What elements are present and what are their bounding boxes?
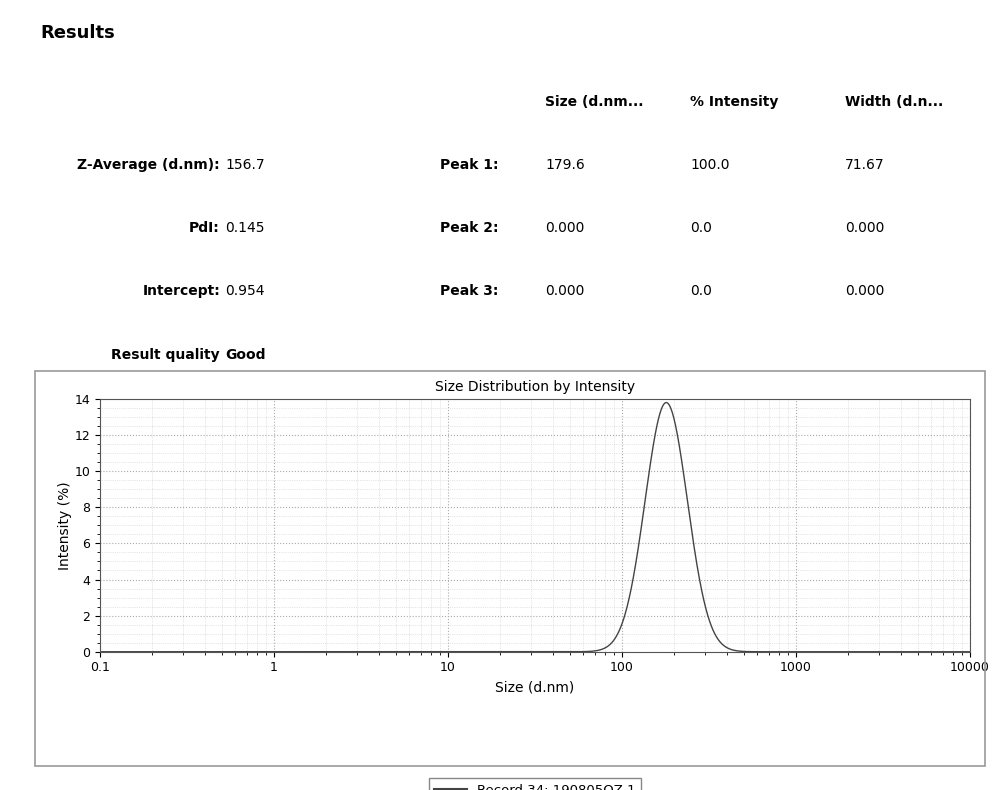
Text: Size (d.nm...: Size (d.nm... (545, 95, 644, 109)
Text: 156.7: 156.7 (225, 158, 265, 172)
Text: 0.000: 0.000 (545, 221, 584, 235)
Text: 0.000: 0.000 (845, 221, 884, 235)
Text: Peak 3:: Peak 3: (440, 284, 498, 299)
Text: 0.0: 0.0 (690, 284, 712, 299)
Text: 0.0: 0.0 (690, 221, 712, 235)
Text: 0.000: 0.000 (845, 284, 884, 299)
Text: 0.954: 0.954 (225, 284, 264, 299)
Text: Result quality: Result quality (111, 348, 220, 362)
Text: Width (d.n...: Width (d.n... (845, 95, 943, 109)
Text: 0.145: 0.145 (225, 221, 264, 235)
X-axis label: Size (d.nm): Size (d.nm) (495, 680, 575, 694)
Y-axis label: Intensity (%): Intensity (%) (58, 481, 72, 570)
Text: Good: Good (225, 348, 266, 362)
Text: 71.67: 71.67 (845, 158, 885, 172)
Text: Peak 2:: Peak 2: (440, 221, 498, 235)
Text: Results: Results (40, 24, 115, 42)
Text: 100.0: 100.0 (690, 158, 730, 172)
Text: PdI:: PdI: (189, 221, 220, 235)
Title: Size Distribution by Intensity: Size Distribution by Intensity (435, 380, 635, 393)
Text: 0.000: 0.000 (545, 284, 584, 299)
Text: Intercept:: Intercept: (142, 284, 220, 299)
Text: % Intensity: % Intensity (690, 95, 778, 109)
Text: Peak 1:: Peak 1: (440, 158, 498, 172)
Text: Z-Average (d.nm):: Z-Average (d.nm): (77, 158, 220, 172)
Text: 179.6: 179.6 (545, 158, 585, 172)
Legend: Record 34: 190805QZ 1: Record 34: 190805QZ 1 (429, 778, 641, 790)
